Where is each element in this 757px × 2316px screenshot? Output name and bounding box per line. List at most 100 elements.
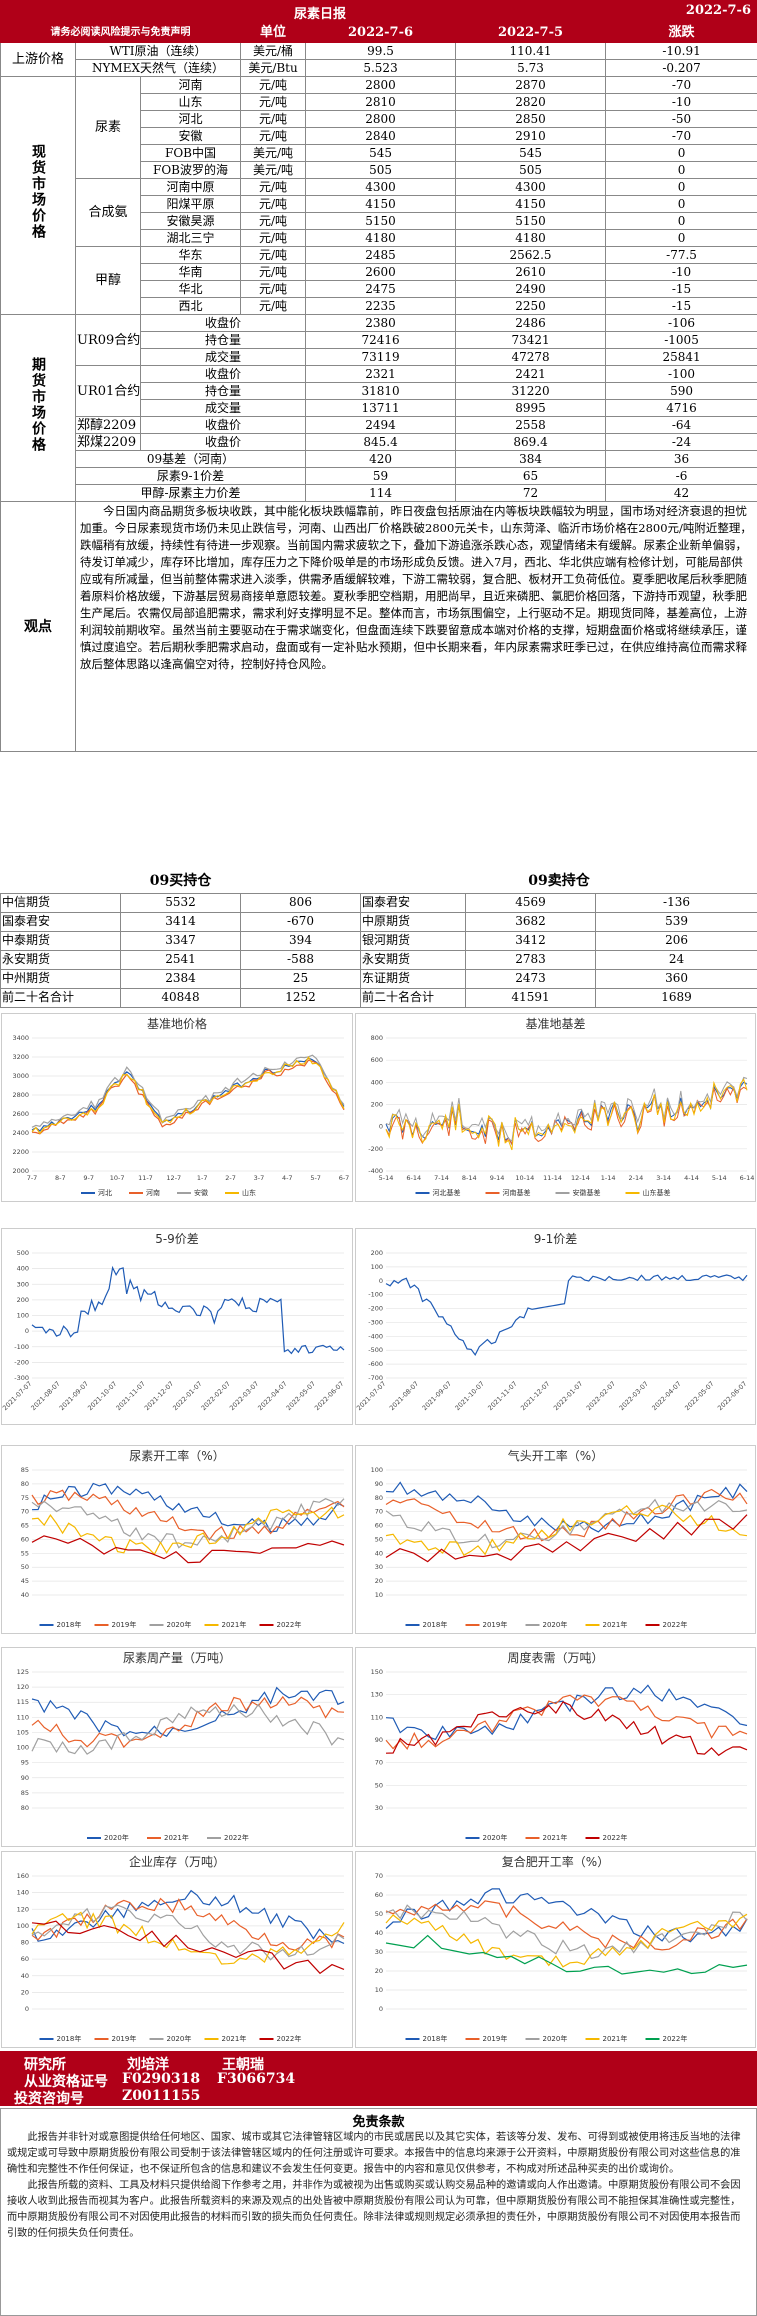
- x-tick-label: 11-7: [138, 1174, 153, 1182]
- broker-name: 国泰君安: [0, 911, 121, 932]
- y-tick-label: -500: [368, 1346, 383, 1354]
- legend-label: 2020年: [543, 1620, 568, 1629]
- table-row: 安徽 元/吨 2840 2910 -70: [1, 127, 757, 145]
- value-today: 4150: [305, 195, 457, 213]
- series-line: [385, 1904, 748, 1960]
- table-row: 前二十名合计 40848 1252 前二十名合计 41591 1689: [0, 987, 757, 1008]
- chart-basis: 基准地基差 800 600 400 200 0 -200 -400 5-14 6-14 7-14 8-…: [355, 1013, 756, 1202]
- broker-name: 国泰君安: [360, 892, 467, 913]
- spot-group: 尿素: [75, 76, 141, 179]
- x-tick-label: 12-14: [571, 1174, 590, 1182]
- value-change: -100: [605, 365, 757, 383]
- y-tick-label: 20: [21, 1988, 29, 1996]
- x-tick-label: 12-7: [166, 1174, 181, 1182]
- y-tick-label: 0: [25, 1327, 29, 1335]
- legend-label: 河北基差: [433, 1188, 461, 1197]
- unit-cell: 元/吨: [240, 263, 307, 281]
- y-tick-label: 55: [21, 1549, 29, 1557]
- y-tick-label: -300: [368, 1318, 383, 1326]
- disclaimer-title: 免责条款: [352, 2115, 405, 2130]
- futures-contract: UR09合约: [75, 314, 141, 366]
- value-change: -70: [605, 127, 757, 145]
- y-tick-label: 40: [21, 1591, 29, 1599]
- position-volume: 3682: [465, 911, 597, 932]
- report-title-bar: 尿素日报 2022-7-6: [0, 0, 757, 22]
- futures-section-label: 期货市场价格: [0, 314, 76, 502]
- value-today: 5.523: [305, 59, 457, 77]
- table-row: 西北 元/吨 2235 2250 -15: [1, 297, 757, 315]
- col-date1: 2022-7-6: [305, 22, 457, 43]
- unit-cell: 美元/吨: [240, 144, 307, 162]
- x-tick-label: 2022-01-07: [171, 1380, 203, 1412]
- x-tick-label: 2021-07-07: [356, 1380, 387, 1412]
- value-prev: 2490: [455, 280, 607, 298]
- value-change: 0: [605, 178, 757, 196]
- x-tick-label: 2022-06-07: [313, 1380, 345, 1412]
- x-tick-label: 2021-10-07: [86, 1380, 118, 1412]
- table-row: 郑醇2209 收盘价 2494 2558 -64: [1, 416, 757, 434]
- x-tick-label: 2-7: [225, 1174, 236, 1182]
- chart-inventory: 企业库存（万吨） 160 140 120 100 80 60 40 20 0 2018年 2019年 2…: [1, 1851, 353, 2048]
- position-volume: 2783: [465, 949, 597, 970]
- spot-region: 安徽昊源: [139, 212, 242, 230]
- series-line: [385, 1694, 748, 1751]
- table-row: 郑煤2209 收盘价 845.4 869.4 -24: [1, 433, 757, 451]
- value-today: 545: [305, 144, 457, 162]
- value-change: 4716: [605, 399, 757, 417]
- table-row: 中州期货 2384 25 东证期货 2473 360: [0, 968, 757, 989]
- upstream-item: NYMEX天然气（连续）: [74, 59, 242, 77]
- chart-spread-9-1: 9-1价差 200 100 0 -100 -200 -300 -400 -500 -600 -700…: [355, 1228, 756, 1425]
- unit-cell: 元/吨: [240, 229, 307, 247]
- x-tick-label: 3-7: [254, 1174, 265, 1182]
- y-tick-label: 60: [21, 1955, 29, 1963]
- x-tick-label: 2022-03-07: [618, 1380, 650, 1412]
- y-tick-label: 400: [17, 1265, 29, 1273]
- futures-item: 成交量: [139, 399, 307, 417]
- value-change: -10: [605, 93, 757, 111]
- position-change: 25: [239, 968, 362, 989]
- chart-gas-operating-rate: 气头开工率（%） 100 90 80 70 60 50 40 30 20 10 2018年 2019年 2…: [355, 1445, 756, 1634]
- table-row: 现货市场价格 尿素 河南 元/吨 2800 2870 -70: [0, 76, 757, 315]
- col-date2: 2022-7-5: [455, 22, 607, 43]
- series-line: [31, 1057, 345, 1132]
- table-row: 09基差（河南） 420 384 36: [1, 450, 757, 468]
- qual-label: 从业资格证号: [24, 2074, 108, 2090]
- legend-label: 安徽: [194, 1188, 208, 1197]
- unit-cell: 元/吨: [240, 195, 307, 213]
- position-change: 360: [595, 968, 757, 989]
- value-change: -106: [605, 314, 757, 332]
- series-line: [31, 1498, 345, 1549]
- value-today: 72416: [305, 331, 457, 349]
- broker-name: 中泰期货: [0, 930, 121, 951]
- unit-cell: 美元/桶: [240, 42, 307, 60]
- legend-label: 2018年: [423, 1620, 448, 1629]
- table-row: 甲醇-尿素主力价差 114 72 42: [1, 484, 757, 502]
- value-today: 2475: [305, 280, 457, 298]
- y-tick-label: 100: [17, 1312, 29, 1320]
- value-today: 2321: [305, 365, 457, 383]
- y-tick-label: -100: [14, 1343, 29, 1351]
- y-tick-label: 50: [375, 1781, 383, 1789]
- value-change: 42: [605, 484, 757, 502]
- value-today: 4180: [305, 229, 457, 247]
- qual-1: F0290318: [122, 2071, 201, 2087]
- x-tick-label: 5-7: [310, 1174, 321, 1182]
- value-today: 845.4: [305, 433, 457, 451]
- y-tick-label: 110: [371, 1713, 383, 1721]
- y-tick-label: 90: [375, 1480, 383, 1488]
- x-tick-label: 2022-05-07: [683, 1380, 715, 1412]
- broker-name: 永安期货: [0, 949, 121, 970]
- y-tick-label: 500: [17, 1249, 29, 1257]
- value-prev: 8995: [455, 399, 607, 417]
- dept-label: 研究所: [24, 2057, 66, 2073]
- x-tick-label: 7-14: [434, 1174, 449, 1182]
- futures-item: 收盘价: [139, 416, 307, 434]
- legend-label: 2022年: [277, 1620, 302, 1629]
- position-volume: 2541: [120, 949, 241, 970]
- y-tick-label: 30: [375, 1563, 383, 1571]
- value-today: 2235: [305, 297, 457, 315]
- analyst-footer: 研究所 刘培洋 王朝瑞 从业资格证号 F0290318 F3066734 投资咨…: [0, 2051, 757, 2107]
- broker-name: 永安期货: [360, 949, 467, 970]
- table-row: 尿素9-1价差 59 65 -6: [1, 467, 757, 485]
- series-line: [31, 1482, 345, 1533]
